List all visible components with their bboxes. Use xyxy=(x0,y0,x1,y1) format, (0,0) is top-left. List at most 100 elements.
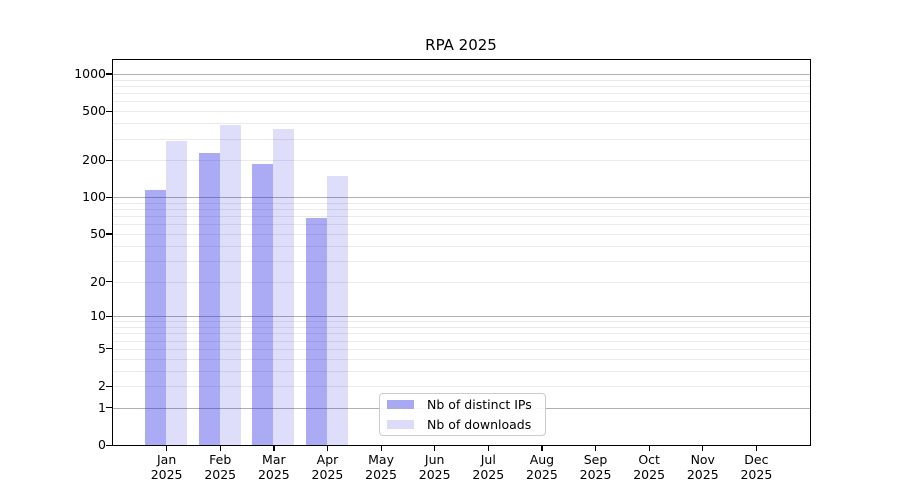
gridline-minor xyxy=(113,85,810,87)
x-axis-tick-label-jan: Jan 2025 xyxy=(151,452,183,482)
x-tick-year: 2025 xyxy=(472,467,505,482)
x-axis-tick-label-feb: Feb 2025 xyxy=(204,452,236,482)
x-tick-month: Feb xyxy=(209,452,232,467)
gridline-minor xyxy=(113,333,810,335)
y-axis-tick-label: 100 xyxy=(82,189,106,205)
gridline-major xyxy=(113,197,810,199)
x-axis-tick-mark xyxy=(166,446,168,451)
x-axis-tick-mark xyxy=(595,446,597,451)
gridline-minor xyxy=(113,386,810,387)
bar-nb-of-distinct-ips-apr xyxy=(305,217,327,445)
y-axis-tick-label: 20 xyxy=(90,273,106,289)
bar-nb-of-downloads-mar xyxy=(273,129,295,445)
gridline-minor xyxy=(113,233,810,235)
y-axis-tick-label: 500 xyxy=(82,103,106,119)
x-axis-tick-label-oct: Oct 2025 xyxy=(633,452,665,482)
y-axis-tick-label: 1 xyxy=(98,399,106,415)
x-tick-month: Nov xyxy=(690,452,715,467)
gridline-minor xyxy=(113,79,810,81)
x-axis-tick-label-dec: Dec 2025 xyxy=(740,452,772,482)
y-axis-tick-mark xyxy=(106,110,112,112)
x-tick-month: Sep xyxy=(583,452,608,467)
x-tick-year: 2025 xyxy=(686,467,719,482)
y-axis-tick-label: 10 xyxy=(90,308,106,324)
x-axis-tick-mark xyxy=(487,446,489,451)
x-tick-year: 2025 xyxy=(365,467,397,482)
bar-nb-of-downloads-feb xyxy=(219,125,241,445)
y-axis-tick-label: 0 xyxy=(98,437,106,452)
gridline-minor xyxy=(113,340,810,342)
x-axis-tick-mark xyxy=(755,446,758,451)
bar-nb-of-downloads-apr xyxy=(326,175,348,445)
y-axis-tick-mark xyxy=(106,281,112,283)
x-axis-tick-label-nov: Nov 2025 xyxy=(687,452,719,482)
gridline-minor xyxy=(113,202,810,204)
y-axis-tick-mark xyxy=(106,196,112,198)
gridline-minor xyxy=(113,216,810,218)
gridline-minor xyxy=(113,348,810,350)
legend-label-distinct-ips: Nb of distinct IPs xyxy=(427,397,532,412)
x-tick-month: May xyxy=(368,452,394,467)
gridline-major xyxy=(113,73,810,75)
gridline-minor xyxy=(113,123,810,125)
x-tick-year: 2025 xyxy=(311,467,344,482)
x-tick-month: Mar xyxy=(262,452,286,467)
x-tick-year: 2025 xyxy=(526,467,558,482)
legend-item-distinct-ips: Nb of distinct IPs xyxy=(387,396,538,413)
y-axis-tick-label: 2 xyxy=(98,378,106,393)
x-axis-tick-label-jul: Jul 2025 xyxy=(472,452,504,482)
gridline-minor xyxy=(113,358,810,360)
x-tick-year: 2025 xyxy=(204,467,237,482)
gridline-minor xyxy=(113,101,810,103)
x-tick-year: 2025 xyxy=(418,467,451,482)
y-axis-tick-mark xyxy=(106,444,112,446)
gridline-minor xyxy=(113,209,810,211)
x-axis-tick-mark xyxy=(380,446,382,451)
x-tick-month: Aug xyxy=(529,452,555,467)
gridline-minor xyxy=(113,245,810,247)
y-axis-tick-mark xyxy=(106,315,112,317)
legend-swatch-distinct-ips-icon xyxy=(387,400,414,409)
legend-swatch-downloads-icon xyxy=(387,420,414,429)
y-axis-tick-label: 5 xyxy=(98,340,106,356)
x-axis-tick-mark xyxy=(434,446,436,451)
y-axis-tick-mark xyxy=(106,159,112,161)
bar-nb-of-distinct-ips-feb xyxy=(198,152,220,445)
plot-area xyxy=(112,59,811,446)
x-axis-tick-mark xyxy=(326,446,329,451)
x-axis-tick-label-jun: Jun 2025 xyxy=(419,452,451,482)
y-axis-tick-mark xyxy=(106,407,112,409)
x-tick-month: Jun xyxy=(424,452,445,467)
legend-label-downloads: Nb of downloads xyxy=(427,417,532,432)
bar-nb-of-distinct-ips-jan xyxy=(145,190,167,445)
x-tick-month: Jan xyxy=(156,452,177,467)
x-tick-year: 2025 xyxy=(740,467,773,482)
chart-title: RPA 2025 xyxy=(425,36,497,54)
gridline-minor xyxy=(113,370,810,372)
gridline-minor xyxy=(113,327,810,328)
x-axis-tick-mark xyxy=(648,446,650,451)
bar-nb-of-downloads-jan xyxy=(166,141,188,445)
gridline-minor xyxy=(113,93,810,95)
x-axis-tick-label-may: May 2025 xyxy=(365,452,397,482)
gridline-major xyxy=(113,316,810,318)
legend-item-downloads: Nb of downloads xyxy=(387,416,538,433)
y-axis-tick-mark xyxy=(106,348,112,350)
x-tick-month: Oct xyxy=(638,452,660,467)
gridline-minor xyxy=(113,111,810,113)
x-axis-tick-label-mar: Mar 2025 xyxy=(258,452,290,482)
x-tick-year: 2025 xyxy=(633,467,666,482)
gridline-minor xyxy=(113,260,810,262)
x-tick-year: 2025 xyxy=(579,467,612,482)
x-axis-tick-mark xyxy=(702,446,704,451)
x-tick-month: Apr xyxy=(316,452,339,467)
bar-nb-of-distinct-ips-mar xyxy=(252,163,274,445)
x-axis-tick-label-apr: Apr 2025 xyxy=(312,452,344,482)
legend: Nb of distinct IPs Nb of downloads xyxy=(379,393,546,436)
x-tick-month: Dec xyxy=(744,452,769,467)
gridline-minor xyxy=(113,160,810,162)
gridline-minor xyxy=(113,281,810,283)
x-tick-year: 2025 xyxy=(150,467,183,482)
y-axis-tick-label: 200 xyxy=(82,152,106,168)
